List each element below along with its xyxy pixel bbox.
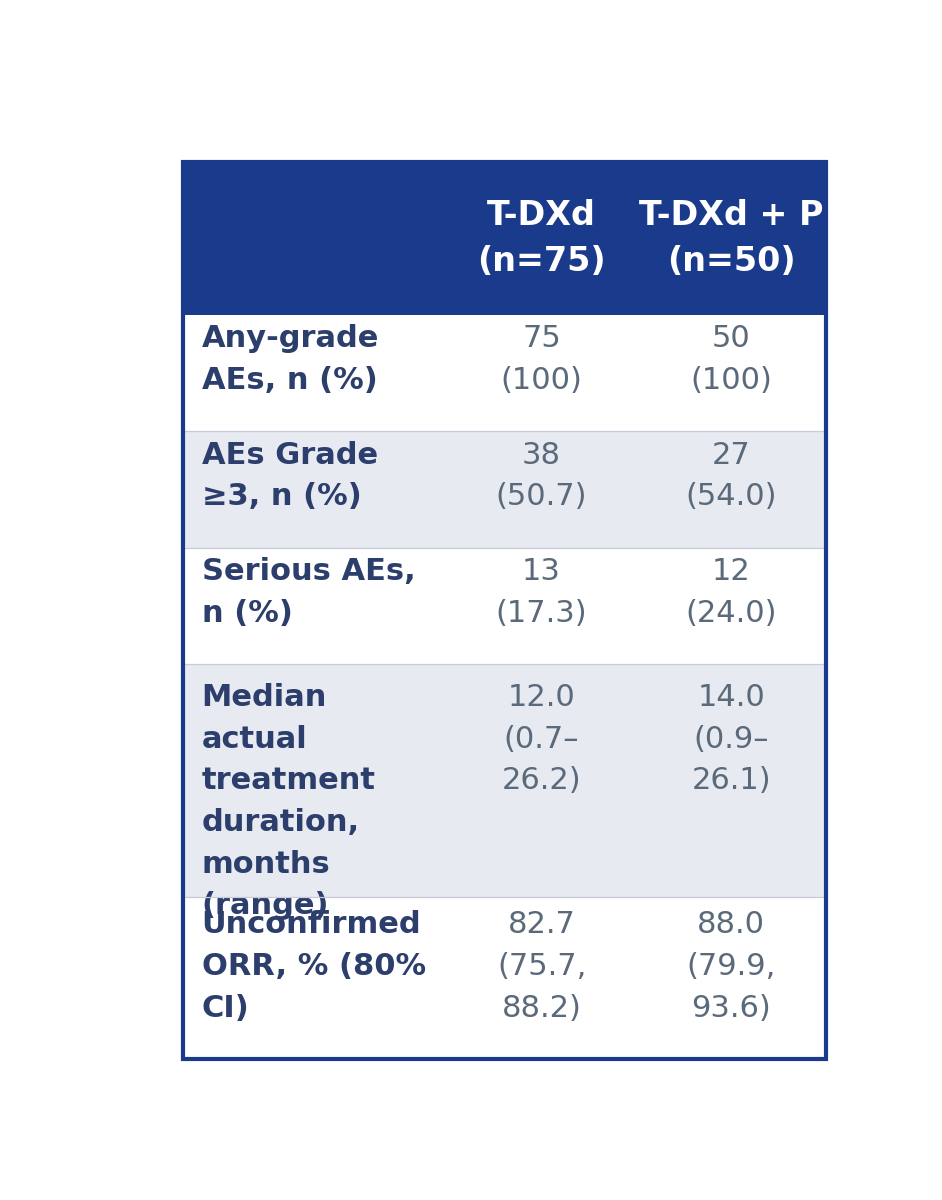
Text: T-DXd + P
(n=50): T-DXd + P (n=50) — [639, 199, 823, 278]
Text: 75
(100): 75 (100) — [501, 324, 582, 395]
Text: 38
(50.7): 38 (50.7) — [495, 440, 588, 511]
Text: 14.0
(0.9–
26.1): 14.0 (0.9– 26.1) — [691, 683, 771, 796]
FancyBboxPatch shape — [184, 548, 826, 665]
Text: AEs Grade
≥3, n (%): AEs Grade ≥3, n (%) — [202, 440, 378, 511]
Text: 82.7
(75.7,
88.2): 82.7 (75.7, 88.2) — [497, 911, 586, 1022]
FancyBboxPatch shape — [184, 314, 826, 431]
FancyBboxPatch shape — [184, 898, 826, 1058]
Text: Any-grade
AEs, n (%): Any-grade AEs, n (%) — [202, 324, 379, 395]
FancyBboxPatch shape — [184, 665, 826, 898]
Text: 12.0
(0.7–
26.2): 12.0 (0.7– 26.2) — [502, 683, 581, 796]
FancyBboxPatch shape — [184, 431, 826, 548]
Text: T-DXd
(n=75): T-DXd (n=75) — [478, 199, 606, 278]
FancyBboxPatch shape — [184, 162, 826, 314]
Text: 12
(24.0): 12 (24.0) — [686, 557, 777, 628]
Text: Unconfirmed
ORR, % (80%
CI): Unconfirmed ORR, % (80% CI) — [202, 911, 426, 1022]
Text: Median
actual
treatment
duration,
months
(range): Median actual treatment duration, months… — [202, 683, 376, 920]
Text: 50
(100): 50 (100) — [690, 324, 772, 395]
Text: 88.0
(79.9,
93.6): 88.0 (79.9, 93.6) — [687, 911, 776, 1022]
Text: 13
(17.3): 13 (17.3) — [495, 557, 588, 628]
Text: 27
(54.0): 27 (54.0) — [686, 440, 777, 511]
Text: Serious AEs,
n (%): Serious AEs, n (%) — [202, 557, 415, 628]
